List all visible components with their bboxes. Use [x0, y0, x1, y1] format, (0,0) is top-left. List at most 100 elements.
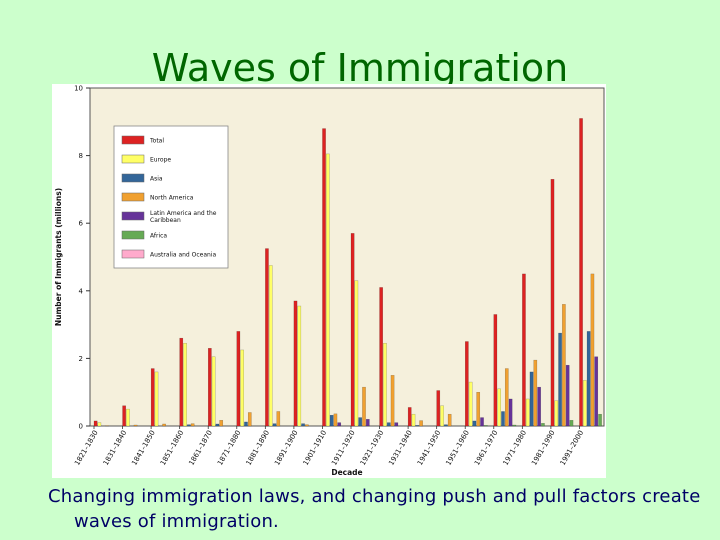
bar-total-6: [265, 248, 269, 427]
legend-label: Africa: [150, 233, 167, 240]
y-tick-label: 4: [79, 287, 84, 295]
bar-europe-14: [497, 388, 501, 427]
bar-asia-6: [272, 423, 277, 427]
bar-north-america-7: [305, 424, 309, 427]
bar-europe-13: [468, 381, 473, 427]
bar-north-america-5: [247, 412, 252, 427]
x-tick-label: 1891–1900: [273, 429, 299, 467]
legend-label: Asia: [150, 176, 163, 183]
bar-north-america-14: [504, 368, 509, 427]
bar-north-america-15: [533, 359, 538, 427]
x-tick-label: 1861–1870: [187, 429, 213, 467]
bar-total-14: [493, 314, 498, 427]
bar-europe-15: [525, 398, 530, 427]
bar-africa-16: [569, 420, 574, 427]
bar-latin-america-and-the-caribbean-9: [366, 419, 370, 427]
legend-swatch: [121, 211, 145, 221]
bar-north-america-3: [190, 423, 195, 427]
x-tick-label: 1831–1840: [102, 429, 128, 467]
bar-total-10: [379, 287, 383, 427]
bar-asia-3: [187, 424, 191, 427]
bar-asia-11: [415, 425, 420, 427]
bar-asia-12: [444, 424, 448, 427]
bar-asia-14: [501, 411, 505, 427]
bar-asia-17: [586, 331, 591, 427]
bar-asia-9: [358, 417, 363, 427]
bar-total-12: [436, 390, 441, 427]
bar-total-11: [407, 407, 412, 427]
bar-latin-america-and-the-caribbean-14: [508, 398, 513, 427]
y-tick-label: 0: [79, 423, 83, 431]
bar-europe-11: [411, 413, 416, 427]
bar-europe-0: [97, 422, 102, 427]
bar-asia-16: [558, 332, 562, 427]
bar-asia-4: [215, 423, 220, 427]
x-axis-title: Decade: [331, 468, 362, 477]
bar-africa-15: [541, 423, 545, 427]
legend-label-cont: Caribbean: [150, 217, 181, 224]
x-tick-label: 1921–1930: [359, 429, 385, 467]
immigration-bar-chart: 0 2 4 6 8 10 Number of Immigrants (millions) 18…: [54, 85, 605, 477]
bar-total-8: [322, 128, 326, 427]
legend-label: Australia and Oceania: [150, 252, 217, 259]
bar-asia-13: [472, 420, 477, 427]
bar-europe-4: [211, 356, 216, 427]
bar-latin-america-and-the-caribbean-16: [565, 364, 570, 427]
y-tick-label: 2: [79, 355, 83, 363]
x-tick-label: 1971–1980: [502, 429, 528, 467]
bar-total-7: [293, 300, 298, 427]
bar-europe-16: [554, 400, 559, 427]
x-tick-label: 1841–1850: [130, 429, 156, 467]
bar-total-17: [579, 118, 583, 427]
x-tick-label: 1941–1950: [416, 429, 442, 467]
bar-latin-america-and-the-caribbean-17: [594, 356, 599, 427]
bar-total-5: [236, 331, 241, 427]
bar-north-america-2: [162, 423, 166, 427]
slide-title: Waves of Immigration: [151, 46, 569, 90]
bar-asia-8: [329, 414, 334, 427]
legend-swatch: [121, 135, 145, 145]
bar-europe-7: [297, 305, 302, 427]
bar-africa-14: [512, 424, 517, 427]
x-tick-label: 1931–1940: [387, 429, 413, 467]
bar-europe-8: [326, 153, 330, 427]
legend-swatch: [121, 230, 145, 240]
bar-north-america-10: [390, 375, 395, 427]
bar-asia-10: [386, 422, 391, 427]
bar-europe-10: [383, 342, 387, 427]
bar-north-america-8: [333, 413, 338, 427]
x-tick-label: 1881–1890: [245, 429, 271, 467]
x-tick-label: 1821–1830: [73, 429, 99, 467]
bar-north-america-9: [362, 386, 366, 427]
bar-north-america-6: [276, 411, 281, 427]
bar-total-0: [93, 420, 98, 427]
x-tick-label: 1991–2000: [559, 429, 585, 467]
legend-swatch: [121, 173, 145, 183]
legend-label: Latin America and the: [150, 210, 217, 217]
y-tick-label: 6: [79, 220, 84, 228]
bar-asia-5: [244, 421, 248, 427]
legend-label: Total: [149, 138, 164, 145]
bar-total-9: [350, 233, 355, 427]
bar-latin-america-and-the-caribbean-15: [537, 386, 541, 427]
x-tick-label: 1981–1990: [530, 429, 556, 467]
bar-asia-15: [529, 371, 534, 427]
bar-total-15: [522, 273, 526, 427]
bar-north-america-12: [447, 413, 452, 427]
bar-total-3: [179, 337, 184, 427]
bar-north-america-4: [219, 420, 224, 427]
y-tick-label: 8: [79, 152, 83, 160]
bar-latin-america-and-the-caribbean-13: [480, 417, 484, 427]
bar-europe-3: [183, 342, 187, 427]
bar-latin-america-and-the-caribbean-8: [337, 422, 342, 427]
bar-total-13: [465, 341, 469, 427]
bar-europe-17: [583, 380, 587, 427]
bar-north-america-17: [590, 273, 595, 427]
x-tick-label: 1951–1960: [444, 429, 470, 467]
bar-europe-6: [268, 265, 273, 427]
bar-europe-5: [240, 349, 244, 427]
bar-total-1: [122, 405, 126, 427]
bar-europe-1: [126, 408, 130, 427]
legend-label: North America: [150, 195, 194, 202]
y-tick-label: 10: [74, 85, 83, 93]
